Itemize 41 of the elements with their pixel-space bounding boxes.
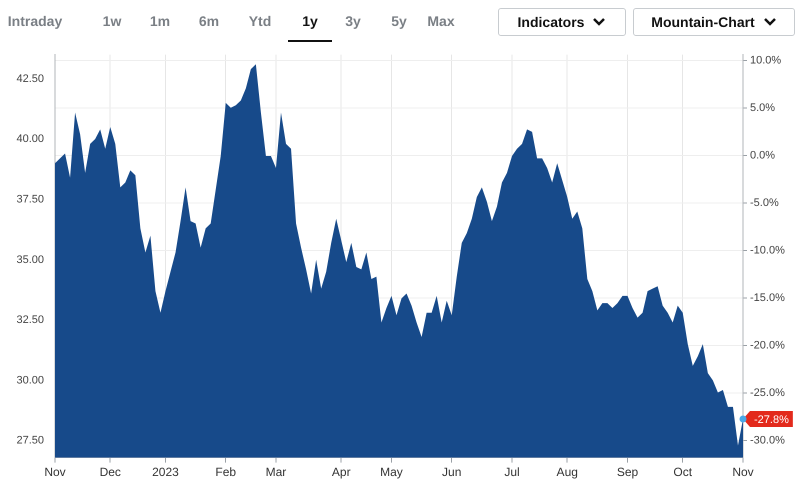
text: 1w <box>102 12 122 31</box>
y-tick-label: 30.00 <box>16 374 44 386</box>
y2-tick-label: -25.0% <box>750 387 786 399</box>
x-tick-label: Nov <box>44 465 66 480</box>
x-tick-label: Jul <box>504 465 520 480</box>
y2-tick-label: -30.0% <box>750 434 786 447</box>
x-tick-label: Jun <box>442 465 462 480</box>
y2-tick-label: -20.0% <box>750 339 786 352</box>
y2-tick-label: 0.0% <box>750 149 776 162</box>
y-tick-label: 32.50 <box>16 314 44 326</box>
y2-tick-label: 10.0% <box>750 54 782 66</box>
y-tick-label: 42.50 <box>16 72 44 85</box>
x-tick-label: Mar <box>266 465 286 480</box>
text: 1m <box>148 12 172 31</box>
text: 6m <box>198 12 220 31</box>
text: Max <box>426 12 456 31</box>
y2-tick-label: -15.0% <box>750 292 786 304</box>
text: 3y <box>344 12 362 31</box>
x-tick-label: Nov <box>732 465 754 480</box>
x-tick-label: Aug <box>556 465 578 480</box>
text: -27.8% <box>754 414 790 426</box>
y-tick-label: 37.50 <box>16 193 44 206</box>
y-tick-label: 27.50 <box>16 434 44 447</box>
x-tick-label: Oct <box>673 465 693 480</box>
x-tick-label: Sep <box>616 465 638 480</box>
x-tick-label: Apr <box>332 465 351 480</box>
text: Ytd <box>248 12 272 31</box>
text: 1y <box>288 0 332 42</box>
x-tick-label: 2023 <box>152 465 180 480</box>
y-tick-label: 40.00 <box>16 133 44 146</box>
y-tick-label: 35.00 <box>16 254 44 266</box>
y2-tick-label: -5.0% <box>750 196 779 209</box>
x-tick-label: Dec <box>100 465 121 480</box>
text: Mountain-Chart <box>651 14 755 30</box>
x-tick-label: May <box>380 465 403 480</box>
text: Indicators <box>518 14 584 30</box>
text: Intraday <box>6 12 64 31</box>
y2-tick-label: 5.0% <box>750 102 776 114</box>
x-tick-label: Feb <box>215 465 236 480</box>
y2-tick-label: -10.0% <box>750 244 786 256</box>
text: 5y <box>390 12 408 31</box>
